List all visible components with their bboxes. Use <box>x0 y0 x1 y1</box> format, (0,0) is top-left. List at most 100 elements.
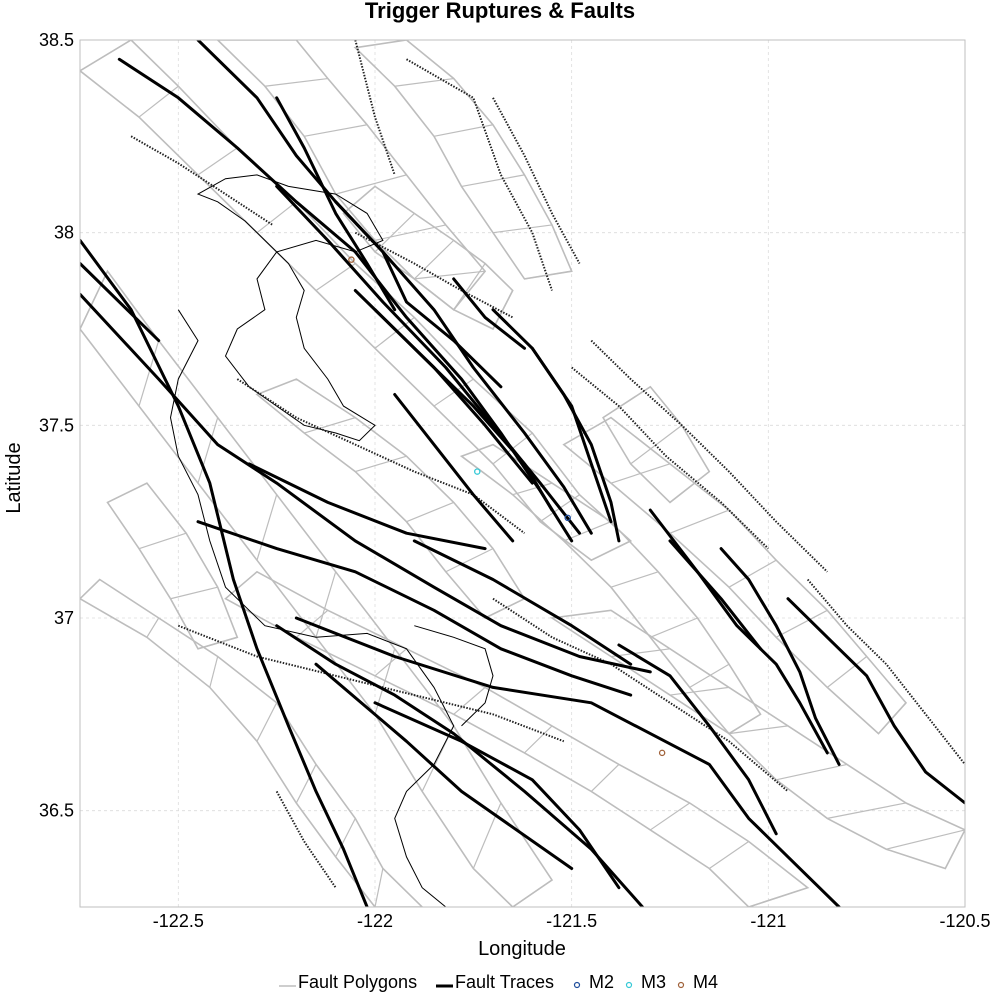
x-axis-label: Longitude <box>478 938 566 960</box>
y-ticks: 36.5 37 37.5 38 38.5 <box>39 30 74 821</box>
fault-traces <box>80 40 965 907</box>
fault-polygon-rung <box>414 270 486 280</box>
fault-polygon-rung <box>138 340 160 407</box>
polygon-trace <box>354 231 514 319</box>
fault-polygon-rung <box>524 270 572 280</box>
rupture-points <box>348 256 666 757</box>
chart-title: Trigger Ruptures & Faults <box>365 0 635 23</box>
fault-polygon-rung <box>146 617 160 638</box>
fault-polygon-rung <box>512 482 553 496</box>
legend-item-m2: M2 <box>573 972 614 992</box>
legend-label-m4: M4 <box>693 972 718 992</box>
fault-polygon-rung <box>413 239 455 280</box>
polygon-trace <box>492 597 789 793</box>
fault-polygon-rung <box>886 829 965 850</box>
fault-polygon-rung <box>315 262 356 291</box>
fault-polygon-rung <box>304 417 356 434</box>
fault-polygon-rung <box>433 378 474 407</box>
fault-polygon-rung <box>590 763 620 792</box>
legend-label-fault-polygons: Fault Polygons <box>298 972 417 992</box>
fault-polygon-rung <box>563 521 612 542</box>
fault-polygon-rung <box>649 802 691 831</box>
fault-polygon-rung <box>433 124 494 137</box>
rupture-point-m4 <box>348 256 355 263</box>
fault-polygon-rung <box>728 713 761 735</box>
polygon-trace <box>354 40 396 176</box>
fault-polygon <box>216 40 487 311</box>
fault-trace <box>530 346 613 524</box>
fault-polygon-rung <box>776 763 848 781</box>
fault-polygon-rung <box>453 686 486 715</box>
fault-polygon-rung <box>335 818 356 858</box>
fault-polygon-rung <box>197 417 219 484</box>
fault-polygon-rung <box>728 559 777 588</box>
fault-polygon-rung <box>669 509 730 534</box>
fault-trace <box>294 616 841 907</box>
plot-frame <box>79 39 966 908</box>
y-axis-label: Latitude <box>3 442 25 513</box>
fault-trace <box>373 308 534 485</box>
fault-trace <box>275 184 581 535</box>
fault-polygon-rung <box>335 174 407 195</box>
fault-polygon-rung <box>728 725 789 735</box>
fault-polygon-rung <box>138 532 187 550</box>
fault-trace <box>275 96 397 312</box>
rupture-point-m3 <box>474 468 481 475</box>
fault-polygon-rung <box>524 725 553 754</box>
fault-polygon-rung <box>669 471 710 503</box>
legend-item-fault-polygons: Fault Polygons <box>279 972 417 992</box>
fault-polygon-rung <box>484 598 525 619</box>
x-tick-label: -122 <box>357 911 393 931</box>
legend-item-fault-traces: Fault Traces <box>436 972 554 992</box>
x-tick-label: -122.5 <box>153 911 204 931</box>
polygon-trace <box>275 790 337 889</box>
fault-trace <box>393 393 515 543</box>
fault-trace <box>196 520 633 697</box>
fault-polygon-rung <box>374 212 415 253</box>
y-tick-label: 37.5 <box>39 415 74 435</box>
fault-polygon-rung <box>669 686 730 696</box>
fault-trace <box>80 262 161 343</box>
fault-trace <box>373 701 621 890</box>
x-tick-label: -121.5 <box>546 911 597 931</box>
fault-trace <box>719 547 841 766</box>
polygon-traces <box>130 40 965 889</box>
rupture-point-m2 <box>564 514 571 522</box>
fault-trace <box>334 200 503 389</box>
polygon-trace <box>236 378 526 534</box>
fault-polygon-rung <box>461 174 525 188</box>
coastline-segment <box>414 625 494 727</box>
fault-polygon-rung <box>708 840 750 869</box>
legend-item-m4: M4 <box>677 972 718 992</box>
legend-swatch-m4 <box>677 981 685 989</box>
fault-polygon-rung <box>878 702 907 734</box>
legend-swatch-m2 <box>573 981 581 989</box>
fault-polygon-rung <box>170 586 218 600</box>
y-tick-label: 37 <box>54 608 74 628</box>
fault-trace <box>80 238 369 907</box>
fault-polygon-rung <box>256 494 278 561</box>
fault-polygon-rung <box>827 802 907 819</box>
legend-label-m2: M2 <box>589 972 614 992</box>
y-tick-label: 38.5 <box>39 30 74 50</box>
plot-area <box>79 39 966 908</box>
fault-polygon-rung <box>445 548 494 573</box>
fault-trace <box>617 643 778 836</box>
fault-trace <box>314 662 574 870</box>
fault-trace <box>786 597 965 805</box>
polygon-trace <box>130 135 274 226</box>
fault-polygon-rung <box>492 224 553 234</box>
polygon-trace <box>590 339 829 573</box>
fault-polygon-rung <box>138 85 179 118</box>
fault-trace <box>80 292 652 674</box>
fault-trace <box>452 277 526 350</box>
fault-polygon-rung <box>295 764 317 804</box>
fault-polygon-rung <box>264 77 328 87</box>
fault-polygon-rung <box>406 501 454 523</box>
fault-polygon-rung <box>826 656 868 688</box>
fault-polygon-rung <box>374 648 407 677</box>
rupture-point-m4 <box>658 749 666 757</box>
legend-swatch-m3 <box>625 981 633 989</box>
fault-polygon-rung <box>650 617 698 638</box>
